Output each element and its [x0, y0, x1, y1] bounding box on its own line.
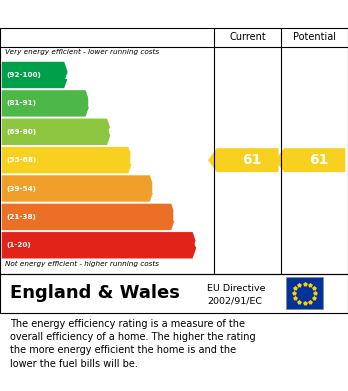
Text: (1-20): (1-20) [6, 242, 31, 248]
Polygon shape [2, 204, 176, 230]
Text: B: B [86, 96, 97, 110]
Text: Energy Efficiency Rating: Energy Efficiency Rating [9, 7, 210, 22]
Text: Potential: Potential [293, 32, 336, 42]
Text: EU Directive: EU Directive [207, 284, 266, 293]
Polygon shape [2, 90, 90, 117]
Text: (55-68): (55-68) [6, 157, 36, 163]
Polygon shape [2, 62, 69, 88]
Text: Very energy efficient - lower running costs: Very energy efficient - lower running co… [5, 48, 159, 55]
Text: D: D [129, 153, 141, 167]
Polygon shape [275, 148, 345, 172]
Text: A: A [65, 68, 76, 82]
Polygon shape [2, 232, 197, 258]
Polygon shape [208, 148, 278, 172]
Text: 61: 61 [309, 153, 329, 167]
Polygon shape [2, 147, 133, 173]
Text: (81-91): (81-91) [6, 100, 36, 106]
Text: C: C [108, 125, 118, 139]
Text: Current: Current [229, 32, 266, 42]
Text: E: E [150, 181, 160, 196]
Text: England & Wales: England & Wales [10, 284, 180, 302]
Text: 61: 61 [242, 153, 262, 167]
Text: G: G [193, 238, 205, 252]
Bar [286, 277, 323, 309]
Text: The energy efficiency rating is a measure of the
overall efficiency of a home. T: The energy efficiency rating is a measur… [10, 319, 256, 369]
Text: 2002/91/EC: 2002/91/EC [207, 296, 262, 306]
Text: (69-80): (69-80) [6, 129, 36, 135]
Text: F: F [172, 210, 181, 224]
Polygon shape [2, 118, 111, 145]
Polygon shape [2, 175, 154, 202]
Text: (21-38): (21-38) [6, 214, 36, 220]
Text: Not energy efficient - higher running costs: Not energy efficient - higher running co… [5, 261, 159, 267]
Text: (39-54): (39-54) [6, 185, 36, 192]
Text: (92-100): (92-100) [6, 72, 41, 78]
